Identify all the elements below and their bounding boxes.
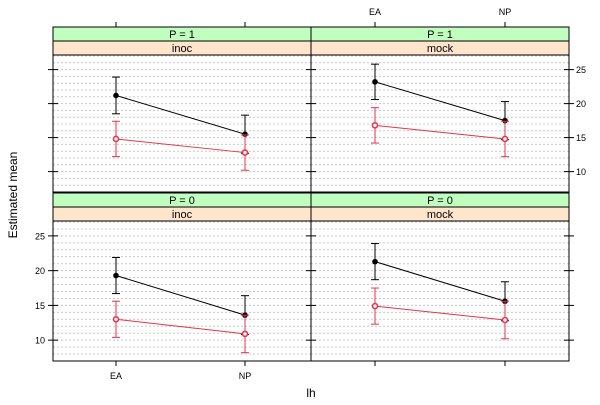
series-2 [112, 300, 249, 354]
y-tick-label: 25 [576, 65, 586, 75]
series-line [374, 81, 506, 122]
y-axis-label: Estimated mean [6, 152, 20, 239]
y-tick-label: 10 [576, 167, 586, 177]
data-point [371, 302, 379, 310]
panels: P = 1 inoc P = 1 mock P = 0 inoc P = 0 mock 10 10… [35, 7, 586, 381]
data-point [241, 149, 249, 156]
data-point [113, 92, 119, 99]
data-point [242, 131, 248, 137]
data-point [502, 117, 508, 124]
strip-inner-label: mock [427, 43, 454, 55]
panel-4: P = 0 mock [310, 192, 570, 362]
panel-2: P = 1 mock [310, 26, 570, 193]
series-line [374, 124, 506, 140]
strip-inner-label: inoc [172, 43, 193, 55]
strip-outer-label: P = 0 [427, 195, 453, 207]
series-2 [371, 107, 509, 158]
x-tick-label: EA [369, 7, 381, 17]
x-tick-label: NP [499, 7, 512, 17]
data-point [372, 258, 378, 265]
series-line [115, 318, 246, 335]
y-tick-label: 15 [576, 133, 586, 143]
x-tick-label: NP [239, 371, 252, 381]
series-1 [112, 76, 249, 154]
data-point [112, 315, 120, 323]
data-point [113, 272, 119, 279]
data-point [112, 135, 120, 143]
y-tick-label: 20 [576, 99, 586, 109]
data-point [371, 122, 379, 129]
y-tick-label: 15 [35, 301, 45, 311]
series-line [374, 261, 506, 302]
y-tick-label: 20 [35, 266, 45, 276]
y-tick-label: 10 [35, 336, 45, 346]
y-tick-label: 25 [35, 231, 45, 241]
x-axis-label: lh [306, 386, 315, 400]
strip-inner-label: mock [427, 209, 454, 221]
data-point [241, 330, 249, 338]
panel-3: P = 0 inoc [52, 192, 312, 362]
series-line [115, 275, 246, 316]
strip-outer-label: P = 0 [169, 195, 195, 207]
series-2 [371, 287, 509, 340]
series-line [374, 305, 506, 321]
data-point [372, 79, 378, 85]
data-point [501, 135, 509, 143]
x-tick-label: EA [110, 371, 122, 381]
strip-inner-label: inoc [172, 209, 193, 221]
strip-outer-label: P = 1 [169, 29, 195, 41]
series-2 [112, 120, 249, 171]
strip-outer-label: P = 1 [427, 29, 453, 41]
data-point [501, 316, 509, 324]
panel-1: P = 1 inoc [52, 26, 312, 193]
series-1 [371, 63, 509, 141]
series-line [115, 138, 246, 154]
series-1 [371, 243, 509, 322]
series-line [115, 94, 246, 135]
series-1 [112, 256, 249, 336]
